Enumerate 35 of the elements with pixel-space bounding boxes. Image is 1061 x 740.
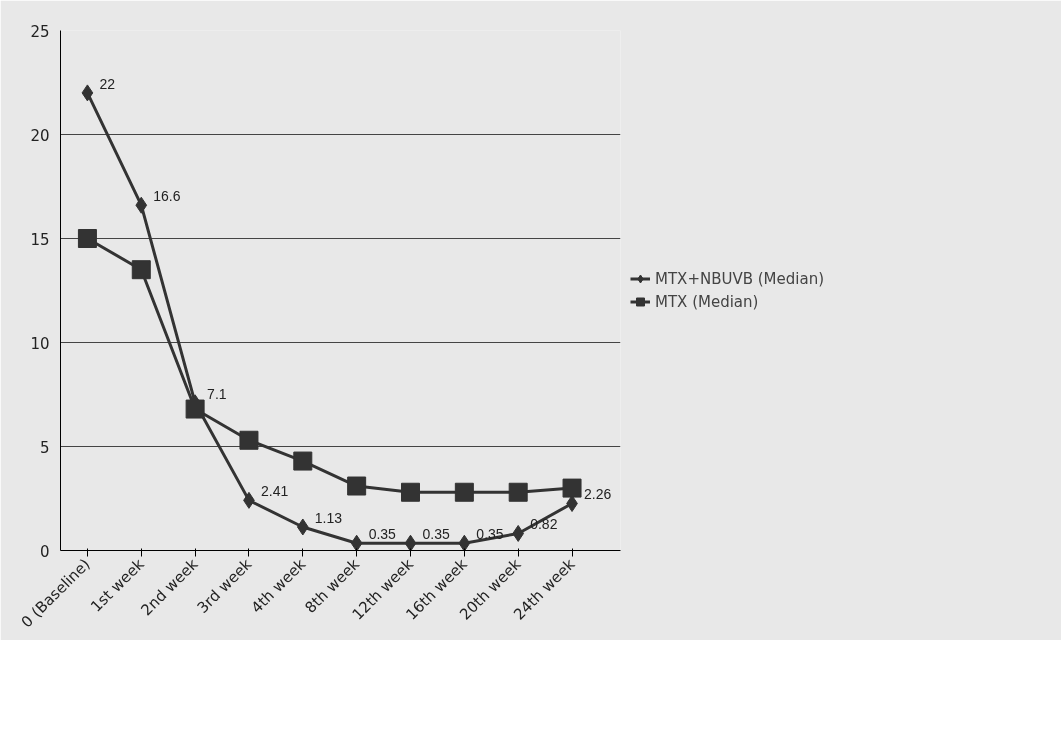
- point: [350, 534, 363, 551]
- y-tick-label: 15: [30, 230, 50, 249]
- data-label: 7.1: [207, 385, 227, 402]
- data-label: 0.35: [422, 526, 450, 543]
- data-label: 0.35: [368, 526, 397, 543]
- point: [131, 260, 151, 280]
- data-label: 0.35: [476, 526, 504, 543]
- point: [296, 518, 309, 536]
- y-tick-label: 10: [30, 334, 50, 353]
- y-tick-label: 5: [39, 438, 50, 457]
- point: [454, 482, 474, 502]
- data-label: 0.82: [530, 516, 558, 533]
- point: [562, 478, 582, 498]
- y-tick-label: 25: [30, 22, 50, 41]
- point: [458, 534, 471, 551]
- data-label: 1.13: [314, 510, 343, 526]
- data-label: 16.6: [153, 188, 181, 205]
- point: [401, 482, 420, 502]
- y-tick-label: 20: [30, 126, 50, 145]
- y-tick-label: 0: [39, 542, 50, 561]
- legend-label: MTX (Median): [655, 292, 759, 311]
- point: [81, 84, 94, 102]
- legend-label: MTX+NBUVB (Median): [655, 269, 825, 288]
- point: [185, 399, 205, 419]
- point: [404, 534, 417, 551]
- point: [512, 524, 525, 542]
- data-label: 2.41: [260, 483, 289, 500]
- point: [508, 482, 528, 502]
- point: [77, 229, 97, 248]
- data-label: 2.26: [584, 486, 612, 503]
- point: [293, 451, 313, 471]
- point: [239, 430, 259, 450]
- data-label: 22: [99, 75, 116, 92]
- point: [135, 196, 148, 214]
- point: [347, 476, 367, 496]
